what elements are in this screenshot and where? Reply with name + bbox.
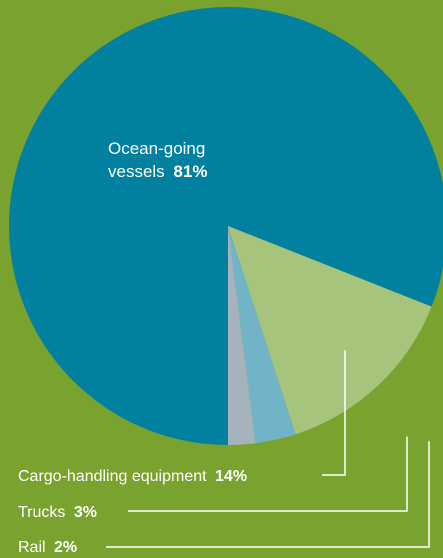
pie-slice-trucks xyxy=(228,226,296,444)
pie-slice-cargo-handling-equipment xyxy=(228,226,432,435)
leader-lines xyxy=(106,350,430,548)
label-trucks-name: Trucks xyxy=(18,504,65,521)
leader-line-rail xyxy=(106,441,430,548)
inner-label-name: vessels xyxy=(108,162,165,181)
pie-slice-ocean-going-vessels xyxy=(9,7,443,445)
leader-line-cargo-handling-equipment xyxy=(322,350,346,476)
pie-slices xyxy=(9,7,443,445)
label-rail: Rail 2% xyxy=(18,539,77,556)
label-rail-name: Rail xyxy=(18,539,46,556)
label-rail-value: 2% xyxy=(54,539,77,556)
label-trucks-value: 3% xyxy=(74,504,97,521)
label-cargo-handling-value: 14% xyxy=(215,468,247,485)
pie-slice-rail xyxy=(228,226,256,445)
label-trucks: Trucks 3% xyxy=(18,504,97,521)
inner-label-value: 81% xyxy=(173,162,207,181)
inner-label-line2: vessels 81% xyxy=(108,162,207,181)
inner-label-line1: Ocean-going xyxy=(108,139,205,158)
leader-line-trucks xyxy=(128,436,408,512)
label-cargo-handling-name: Cargo-handling equipment xyxy=(18,468,207,485)
label-cargo-handling: Cargo-handling equipment 14% xyxy=(18,468,247,485)
